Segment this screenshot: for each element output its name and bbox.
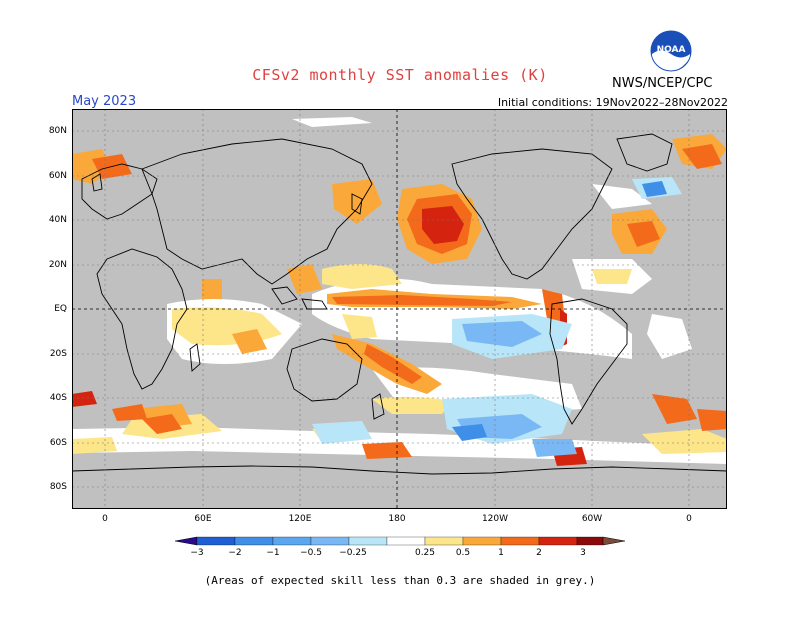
lon-label-120w: 120W: [481, 514, 509, 524]
colorbar-label-neg0-5: −0.5: [300, 548, 322, 558]
colorbar-segment-1: [196, 536, 236, 546]
colorbar-segment-10: [538, 536, 578, 546]
colorbar-segment-3: [272, 536, 312, 546]
antarctica-outline: [72, 465, 727, 475]
lat-label-80s: 80S: [49, 482, 67, 492]
lat-label-40s: 40S: [49, 393, 67, 403]
colorbar-label-neg3: −3: [190, 548, 204, 558]
forecast-month: May 2023: [72, 94, 137, 109]
logo-text: NOAA: [657, 45, 686, 55]
lon-label-120e: 120E: [288, 514, 312, 524]
colorbar-label-0-25: 0.25: [414, 548, 436, 558]
colorbar-label-1: 1: [498, 548, 504, 558]
colorbar-label-neg1: −1: [266, 548, 280, 558]
colorbar-segment-2: [234, 536, 274, 546]
lon-label-0: 0: [102, 514, 108, 524]
lon-label-0-east: 0: [686, 514, 692, 524]
lon-label-60w: 60W: [581, 514, 603, 524]
greenland-outline: [616, 133, 673, 172]
lat-label-20s: 20S: [49, 349, 67, 359]
colorbar-label-neg2: −2: [228, 548, 242, 558]
colorbar-high-arrow: [602, 536, 625, 546]
colorbar-low-arrow: [175, 536, 198, 546]
europe-outline: [81, 163, 158, 220]
lat-label-80n: 80N: [48, 126, 67, 136]
lon-label-60e: 60E: [194, 514, 212, 524]
colorbar-label-neg0-25: −0.25: [339, 548, 367, 558]
continent-outlines: [72, 133, 727, 475]
strong-cool-regions: [452, 181, 667, 441]
south-america-outline: [549, 298, 628, 425]
lat-label-eq: EQ: [54, 304, 67, 314]
colorbar-label-0-5: 0.5: [455, 548, 471, 558]
colorbar-segment-5: [348, 536, 388, 546]
colorbar-segment-8: [462, 536, 502, 546]
colorbar-segment-11: [576, 536, 604, 546]
initial-conditions: Initial conditions: 19Nov2022–28Nov2022: [497, 96, 728, 109]
sst-anomaly-map: [72, 109, 727, 509]
map-title: CFSv2 monthly SST anomalies (K): [252, 66, 548, 84]
lat-label-40n: 40N: [48, 215, 67, 225]
colorbar-segment-9: [500, 536, 540, 546]
lon-label-180: 180: [388, 514, 406, 524]
north-america-outline: [451, 148, 613, 280]
colorbar-segment-7: [424, 536, 464, 546]
lat-label-20n: 20N: [48, 260, 67, 270]
skill-note: (Areas of expected skill less than 0.3 a…: [204, 574, 596, 587]
asia-outline: [141, 138, 373, 285]
noaa-logo: NOAA: [650, 30, 692, 72]
colorbar-segment-4: [310, 536, 350, 546]
map-frame: [72, 109, 727, 509]
lat-label-60s: 60S: [49, 438, 67, 448]
color-scale-bar: [175, 536, 625, 546]
colorbar-segment-6: [386, 536, 426, 546]
lat-label-60n: 60N: [48, 171, 67, 181]
africa-outline: [96, 248, 188, 390]
colorbar-label-2: 2: [536, 548, 542, 558]
colorbar-label-3: 3: [580, 548, 586, 558]
australia-outline: [286, 338, 363, 402]
reference-lines: [72, 109, 727, 509]
agency-label: NWS/NCEP/CPC: [612, 76, 713, 91]
